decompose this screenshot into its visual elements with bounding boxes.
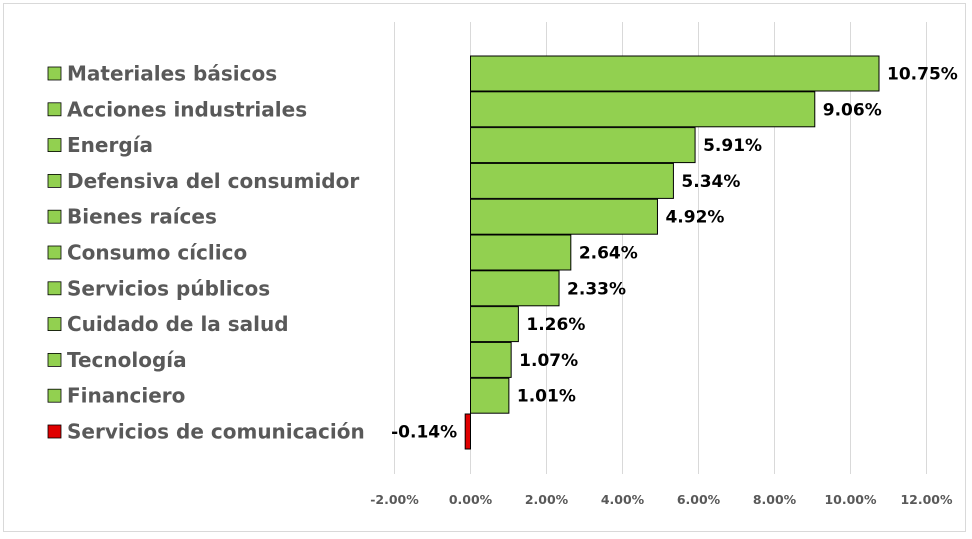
x-tick-label: 4.00% bbox=[601, 492, 645, 507]
value-label: 9.06% bbox=[823, 100, 882, 120]
bar-servicios-publicos bbox=[470, 270, 560, 307]
category-label: Energía bbox=[67, 133, 153, 157]
bar-materiales-basicos bbox=[470, 55, 880, 92]
x-axis-ticks: -2.00% 0.00% 2.00% 4.00% 6.00% 8.00% 10.00% 12.… bbox=[370, 492, 953, 507]
bar-servicios-de-comunicacion bbox=[464, 413, 471, 450]
legend-swatch bbox=[47, 245, 62, 260]
legend-swatch bbox=[47, 209, 62, 224]
value-label: 5.91% bbox=[703, 136, 762, 156]
legend-swatch bbox=[47, 173, 62, 188]
value-labels: 10.75%9.06% 5.91% 5.34% 4.92% 2.64% 2.33% 1.26… bbox=[391, 65, 958, 443]
legend-swatch bbox=[47, 66, 62, 81]
value-label: 5.34% bbox=[681, 172, 740, 192]
x-tick-label: -2.00% bbox=[370, 492, 419, 507]
bar-energia bbox=[470, 127, 696, 164]
category-label: Bienes raíces bbox=[67, 205, 217, 229]
category-label: Tecnología bbox=[67, 348, 187, 372]
bar-cuidado-de-la-salud bbox=[470, 306, 519, 343]
legend-swatch bbox=[47, 388, 62, 403]
x-tick-label: 0.00% bbox=[449, 492, 493, 507]
category-label: Servicios públicos bbox=[67, 276, 270, 300]
x-tick-label: 2.00% bbox=[525, 492, 569, 507]
category-label: Materiales básicos bbox=[67, 62, 277, 86]
x-tick-label: 10.00% bbox=[824, 492, 877, 507]
bar-acciones-industriales bbox=[470, 91, 816, 128]
bar-consumo-ciclico bbox=[470, 234, 572, 271]
bar-chart: 10.75%9.06% 5.91% 5.34% 4.92% 2.64% 2.33% 1.26… bbox=[47, 22, 958, 507]
x-tick-label: 8.00% bbox=[753, 492, 797, 507]
category-label: Consumo cíclico bbox=[67, 241, 247, 265]
bar-defensiva-del-consumidor bbox=[470, 162, 674, 199]
value-label: 4.92% bbox=[665, 208, 724, 228]
chart-frame: 10.75% 9.06% 5.91% 5.34% 4.92% 2.64% 2.33% 1.26… bbox=[3, 3, 966, 532]
category-label: Servicios de comunicación bbox=[67, 420, 365, 444]
legend-swatch bbox=[47, 352, 62, 367]
value-label: 1.07% bbox=[519, 351, 578, 371]
bar-bienes-raices bbox=[470, 198, 658, 235]
value-label: 10.75% bbox=[887, 65, 958, 85]
legend-swatch bbox=[47, 138, 62, 153]
bar-tecnologia bbox=[470, 341, 512, 378]
value-label: -0.14% bbox=[391, 423, 457, 443]
category-label: Acciones industriales bbox=[67, 97, 307, 121]
value-label: 1.01% bbox=[517, 387, 576, 407]
x-tick-label: 12.00% bbox=[900, 492, 953, 507]
legend-swatch bbox=[47, 317, 62, 332]
value-label: 2.33% bbox=[567, 279, 626, 299]
category-legend: Materiales básicos Acciones industriales E… bbox=[47, 62, 365, 444]
value-label: 1.26% bbox=[526, 315, 585, 335]
legend-swatch bbox=[47, 102, 62, 117]
category-label: Cuidado de la salud bbox=[67, 312, 289, 336]
legend-swatch bbox=[47, 281, 62, 296]
legend-swatch bbox=[47, 424, 62, 439]
category-label: Financiero bbox=[67, 384, 185, 408]
value-label: 2.64% bbox=[579, 244, 638, 264]
category-label: Defensiva del consumidor bbox=[67, 169, 359, 193]
x-tick-label: 6.00% bbox=[677, 492, 721, 507]
bars bbox=[464, 55, 880, 450]
bar-financiero bbox=[470, 377, 510, 414]
